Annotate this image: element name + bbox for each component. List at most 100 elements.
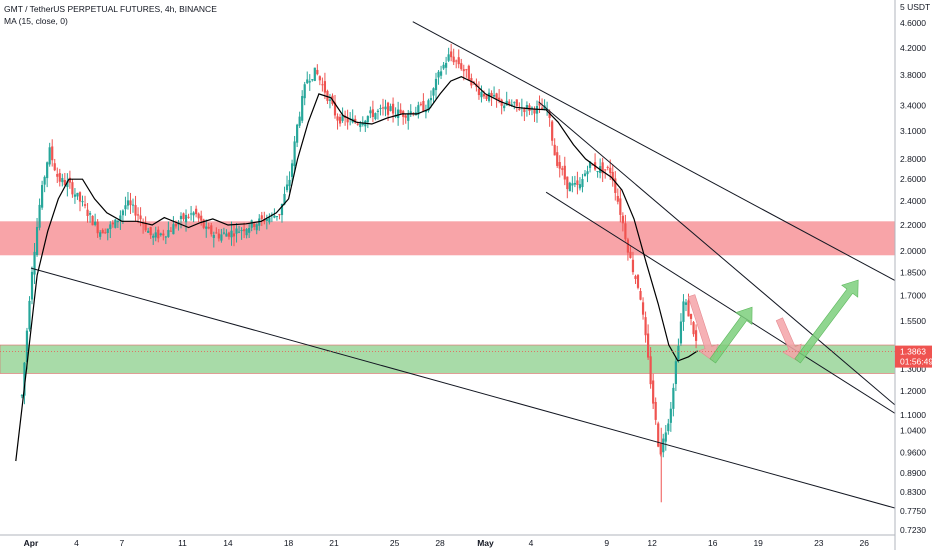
candle-body: [505, 100, 508, 106]
price-tick-label: 5 USDT: [900, 2, 930, 12]
candle: [639, 288, 642, 301]
candle: [81, 195, 84, 207]
candle: [513, 101, 516, 110]
candle-body: [179, 215, 183, 220]
candle: [33, 242, 36, 285]
candle-body: [465, 69, 468, 71]
candle: [124, 196, 127, 216]
candle-body: [578, 184, 582, 189]
candle-body: [78, 192, 82, 202]
candle-body: [647, 333, 650, 358]
time-tick-label: 25: [390, 538, 400, 548]
candle-body: [202, 219, 205, 228]
candle: [149, 226, 152, 239]
candle: [384, 99, 387, 117]
projection-arrows-layer: [687, 279, 859, 364]
candle-body: [43, 176, 46, 185]
candle-body: [609, 167, 612, 174]
candle: [104, 228, 107, 234]
price-tick-label: 3.8000: [900, 70, 926, 80]
candle: [573, 175, 576, 188]
candle: [659, 442, 662, 457]
candle-body: [106, 228, 109, 233]
candle: [215, 227, 218, 234]
support-zone[interactable]: [0, 344, 896, 374]
time-tick-label: 7: [120, 538, 125, 548]
candle: [427, 98, 430, 113]
candle-body: [422, 100, 425, 112]
candle-body: [626, 239, 630, 253]
candle: [184, 209, 188, 232]
candle: [634, 274, 637, 285]
candle-body: [285, 184, 289, 191]
time-tick-label: 19: [753, 538, 763, 548]
candle: [369, 106, 372, 119]
candle: [689, 313, 693, 326]
price-tick-label: 1.0400: [900, 425, 926, 435]
candle-body: [586, 171, 589, 175]
candle: [561, 165, 564, 176]
candle-body: [53, 163, 56, 171]
candle: [248, 223, 251, 238]
candle-body: [657, 423, 660, 447]
candle: [434, 72, 438, 100]
price-tick-label: 3.1000: [900, 126, 926, 136]
candle-body: [566, 176, 569, 190]
candle: [679, 313, 683, 346]
time-tick-label: 21: [329, 538, 339, 548]
trendline[interactable]: [412, 21, 918, 293]
candle-body: [379, 108, 382, 110]
candle: [205, 219, 208, 238]
candle: [73, 188, 77, 204]
resistance-zone[interactable]: [0, 221, 895, 256]
price-tick-label: 1.5500: [900, 316, 926, 326]
projection-arrow-up[interactable]: [794, 279, 859, 364]
candle-body: [677, 345, 680, 359]
candle-body: [467, 65, 470, 81]
candle: [152, 233, 155, 245]
trendline[interactable]: [30, 267, 925, 517]
candle: [583, 170, 587, 177]
candle-body: [301, 96, 304, 121]
candle-body: [515, 99, 518, 106]
price-axis[interactable]: 5 USDT 4.6000 4.2000 3.8000 3.4000 3.1000 2.80…: [894, 0, 932, 550]
candle-body: [263, 219, 266, 222]
candle: [619, 189, 622, 223]
candle-body: [35, 226, 39, 255]
candle-body: [568, 182, 571, 192]
candle-body: [73, 194, 77, 197]
candle-body: [624, 223, 627, 240]
candle: [374, 112, 377, 121]
candle-body: [460, 63, 463, 70]
time-tick-label: 12: [647, 538, 657, 548]
candle: [179, 212, 183, 229]
candle: [641, 297, 645, 320]
candle-body: [659, 443, 662, 455]
candle: [629, 246, 632, 259]
candle-body: [439, 71, 443, 76]
candle: [311, 79, 314, 82]
candle: [397, 101, 400, 126]
candle: [189, 205, 193, 221]
candle: [328, 93, 332, 109]
candle: [51, 139, 54, 167]
time-tick-label: 26: [860, 538, 870, 548]
candle-body: [679, 321, 683, 344]
candle-body: [169, 230, 172, 232]
time-axis[interactable]: Apr 4 7 11 14 18 21 25 28 May 4 9 12 16 19 23 26: [0, 534, 895, 548]
candle-body: [164, 236, 167, 238]
candle-body: [245, 229, 248, 236]
candle: [652, 373, 655, 410]
candle-body: [457, 57, 460, 65]
candle-body: [571, 183, 574, 186]
candle: [669, 401, 672, 432]
trendline[interactable]: [545, 191, 923, 431]
candle-body: [669, 408, 672, 423]
candle: [455, 59, 458, 69]
projection-arrow-up[interactable]: [709, 306, 753, 364]
candle-body: [253, 223, 256, 228]
candle: [467, 64, 470, 81]
trendline[interactable]: [538, 101, 926, 431]
candle: [450, 43, 453, 62]
